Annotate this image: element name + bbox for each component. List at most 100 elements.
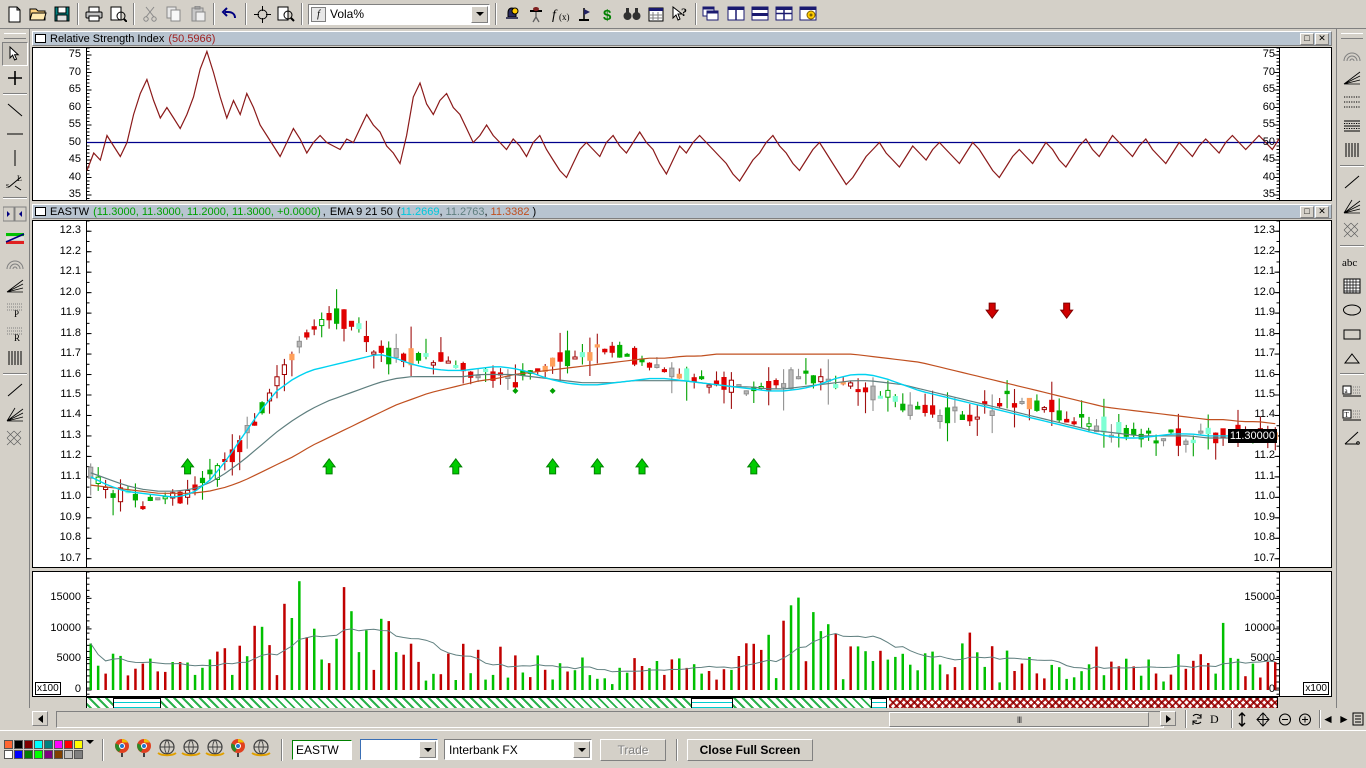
gann-grid-icon[interactable] — [2, 426, 28, 450]
angle-fan-icon[interactable] — [2, 274, 28, 298]
pan-left-right-icon[interactable] — [2, 202, 28, 226]
gann-fan-icon[interactable] — [2, 402, 28, 426]
tile-settings-icon[interactable] — [796, 3, 820, 26]
horizontal-scrollbar-thumb[interactable]: III — [889, 712, 1149, 727]
zoom-search-icon[interactable] — [274, 3, 298, 26]
binoculars-icon[interactable] — [620, 3, 644, 26]
help-pointer-icon[interactable]: ? — [668, 3, 692, 26]
rail-grip-handle[interactable] — [3, 33, 26, 39]
print-icon[interactable] — [82, 3, 106, 26]
tile-horizontal-icon[interactable] — [748, 3, 772, 26]
copy-icon[interactable] — [162, 3, 186, 26]
step-back-button[interactable]: ◄ — [1322, 712, 1334, 726]
signal-flag-icon[interactable] — [572, 3, 596, 26]
chevron-down-icon[interactable] — [573, 741, 590, 758]
color-swatch[interactable] — [44, 740, 53, 749]
vertical-line-icon[interactable] — [2, 146, 28, 170]
solid-bands-icon[interactable] — [1339, 114, 1365, 138]
horizontal-line-icon[interactable] — [2, 122, 28, 146]
cut-icon[interactable] — [138, 3, 162, 26]
calendar-grid-icon[interactable] — [644, 3, 668, 26]
paste-icon[interactable] — [186, 3, 210, 26]
quote-box-icon[interactable]: a — [1339, 378, 1365, 402]
color-swatch[interactable] — [14, 740, 23, 749]
chevron-down-icon[interactable] — [471, 5, 488, 23]
sl-ratio-line-icon[interactable]: sL — [2, 170, 28, 194]
price-plot[interactable]: 12.3 12.2 12.1 12.0 11.9 11.8 11.7 11.6 11.5 11.4… — [32, 220, 1332, 568]
rsi-panel-titlebar[interactable]: Relative Strength Index (50.5966) □ ✕ — [32, 31, 1332, 46]
cascade-windows-icon[interactable] — [700, 3, 724, 26]
ribbon-bands-icon[interactable] — [2, 226, 28, 250]
symbol-input[interactable]: EASTW — [292, 739, 352, 760]
close-fullscreen-button[interactable]: Close Full Screen — [687, 738, 813, 761]
color-swatch[interactable] — [24, 740, 33, 749]
single-trendline-icon[interactable] — [1339, 170, 1365, 194]
price-minimize-button[interactable]: □ — [1300, 205, 1314, 218]
color-swatch[interactable] — [54, 740, 63, 749]
color-swatch[interactable] — [74, 740, 83, 749]
zoom-out-icon[interactable] — [1278, 712, 1292, 730]
crosshair-add-icon[interactable] — [2, 66, 28, 90]
save-disk-icon[interactable] — [50, 3, 74, 26]
chrome-globe-icon[interactable] — [113, 738, 131, 761]
undo-icon[interactable] — [218, 3, 242, 26]
ie-world-icon[interactable] — [157, 738, 177, 761]
price-panel-titlebar[interactable]: EASTW (11.3000, 11.3000, 11.2000, 11.300… — [32, 204, 1332, 219]
crosshair-target-icon[interactable] — [250, 3, 274, 26]
rail-grip-handle[interactable] — [1340, 33, 1363, 39]
color-swatch[interactable] — [4, 750, 13, 759]
color-swatch[interactable] — [64, 750, 73, 759]
open-folder-icon[interactable] — [26, 3, 50, 26]
rsi-minimize-button[interactable]: □ — [1300, 32, 1314, 45]
scroll-left-button[interactable] — [32, 711, 48, 726]
chrome-globe-icon[interactable] — [135, 738, 153, 761]
tile-grid-icon[interactable] — [772, 3, 796, 26]
arc-fan-icon[interactable] — [1339, 42, 1365, 66]
vertical-bars-icon[interactable] — [1339, 138, 1365, 162]
ie-world-icon[interactable] — [251, 738, 271, 761]
scroll-right-button[interactable] — [1160, 711, 1176, 726]
color-swatch[interactable] — [34, 750, 43, 759]
palette-dropdown-icon[interactable] — [86, 739, 94, 756]
indicator-combo[interactable]: f Vola% — [308, 3, 490, 25]
ie-world-icon[interactable] — [205, 738, 225, 761]
print-preview-icon[interactable] — [106, 3, 130, 26]
trendline-diagonal-icon[interactable] — [2, 98, 28, 122]
ellipse-icon[interactable] — [1339, 298, 1365, 322]
move-crosshair-icon[interactable] — [1256, 712, 1270, 730]
regression-r-icon[interactable]: R — [2, 322, 28, 346]
ie-world-icon[interactable] — [181, 738, 201, 761]
refresh-cycle-icon[interactable] — [1190, 712, 1204, 730]
color-swatch[interactable] — [14, 750, 23, 759]
broker-combo[interactable]: Interbank FX — [444, 739, 592, 760]
single-trendline-icon[interactable] — [2, 378, 28, 402]
horizontal-scrollbar-track[interactable]: III — [56, 711, 1164, 728]
trader-figure-icon[interactable] — [524, 3, 548, 26]
color-swatch[interactable] — [4, 740, 13, 749]
tile-vertical-icon[interactable] — [724, 3, 748, 26]
new-document-icon[interactable] — [2, 3, 26, 26]
chevron-down-icon[interactable] — [419, 741, 436, 758]
gann-fan-icon[interactable] — [1339, 194, 1365, 218]
text-box-icon[interactable]: T — [1339, 402, 1365, 426]
pointer-select-icon[interactable] — [1, 42, 28, 66]
daily-period-button[interactable]: D — [1210, 712, 1219, 726]
gann-grid-icon[interactable] — [1339, 218, 1365, 242]
triangle-icon[interactable] — [1339, 346, 1365, 370]
rsi-close-button[interactable]: ✕ — [1315, 32, 1329, 45]
chrome-globe-icon[interactable] — [229, 738, 247, 761]
arc-fan-icon[interactable] — [2, 250, 28, 274]
step-forward-button[interactable]: ► — [1338, 712, 1350, 726]
color-swatch[interactable] — [34, 740, 43, 749]
color-swatch[interactable] — [24, 750, 33, 759]
color-palette[interactable] — [4, 740, 83, 759]
color-swatch[interactable] — [64, 740, 73, 749]
color-swatch[interactable] — [74, 750, 83, 759]
rectangle-icon[interactable] — [1339, 322, 1365, 346]
angle-fan-icon[interactable] — [1339, 66, 1365, 90]
text-abc-icon[interactable]: abc — [1339, 250, 1365, 274]
properties-list-icon[interactable] — [1352, 712, 1364, 729]
table-grid-icon[interactable] — [1339, 274, 1365, 298]
account-combo[interactable] — [360, 739, 438, 760]
function-fx-icon[interactable]: f (x) — [548, 3, 572, 26]
